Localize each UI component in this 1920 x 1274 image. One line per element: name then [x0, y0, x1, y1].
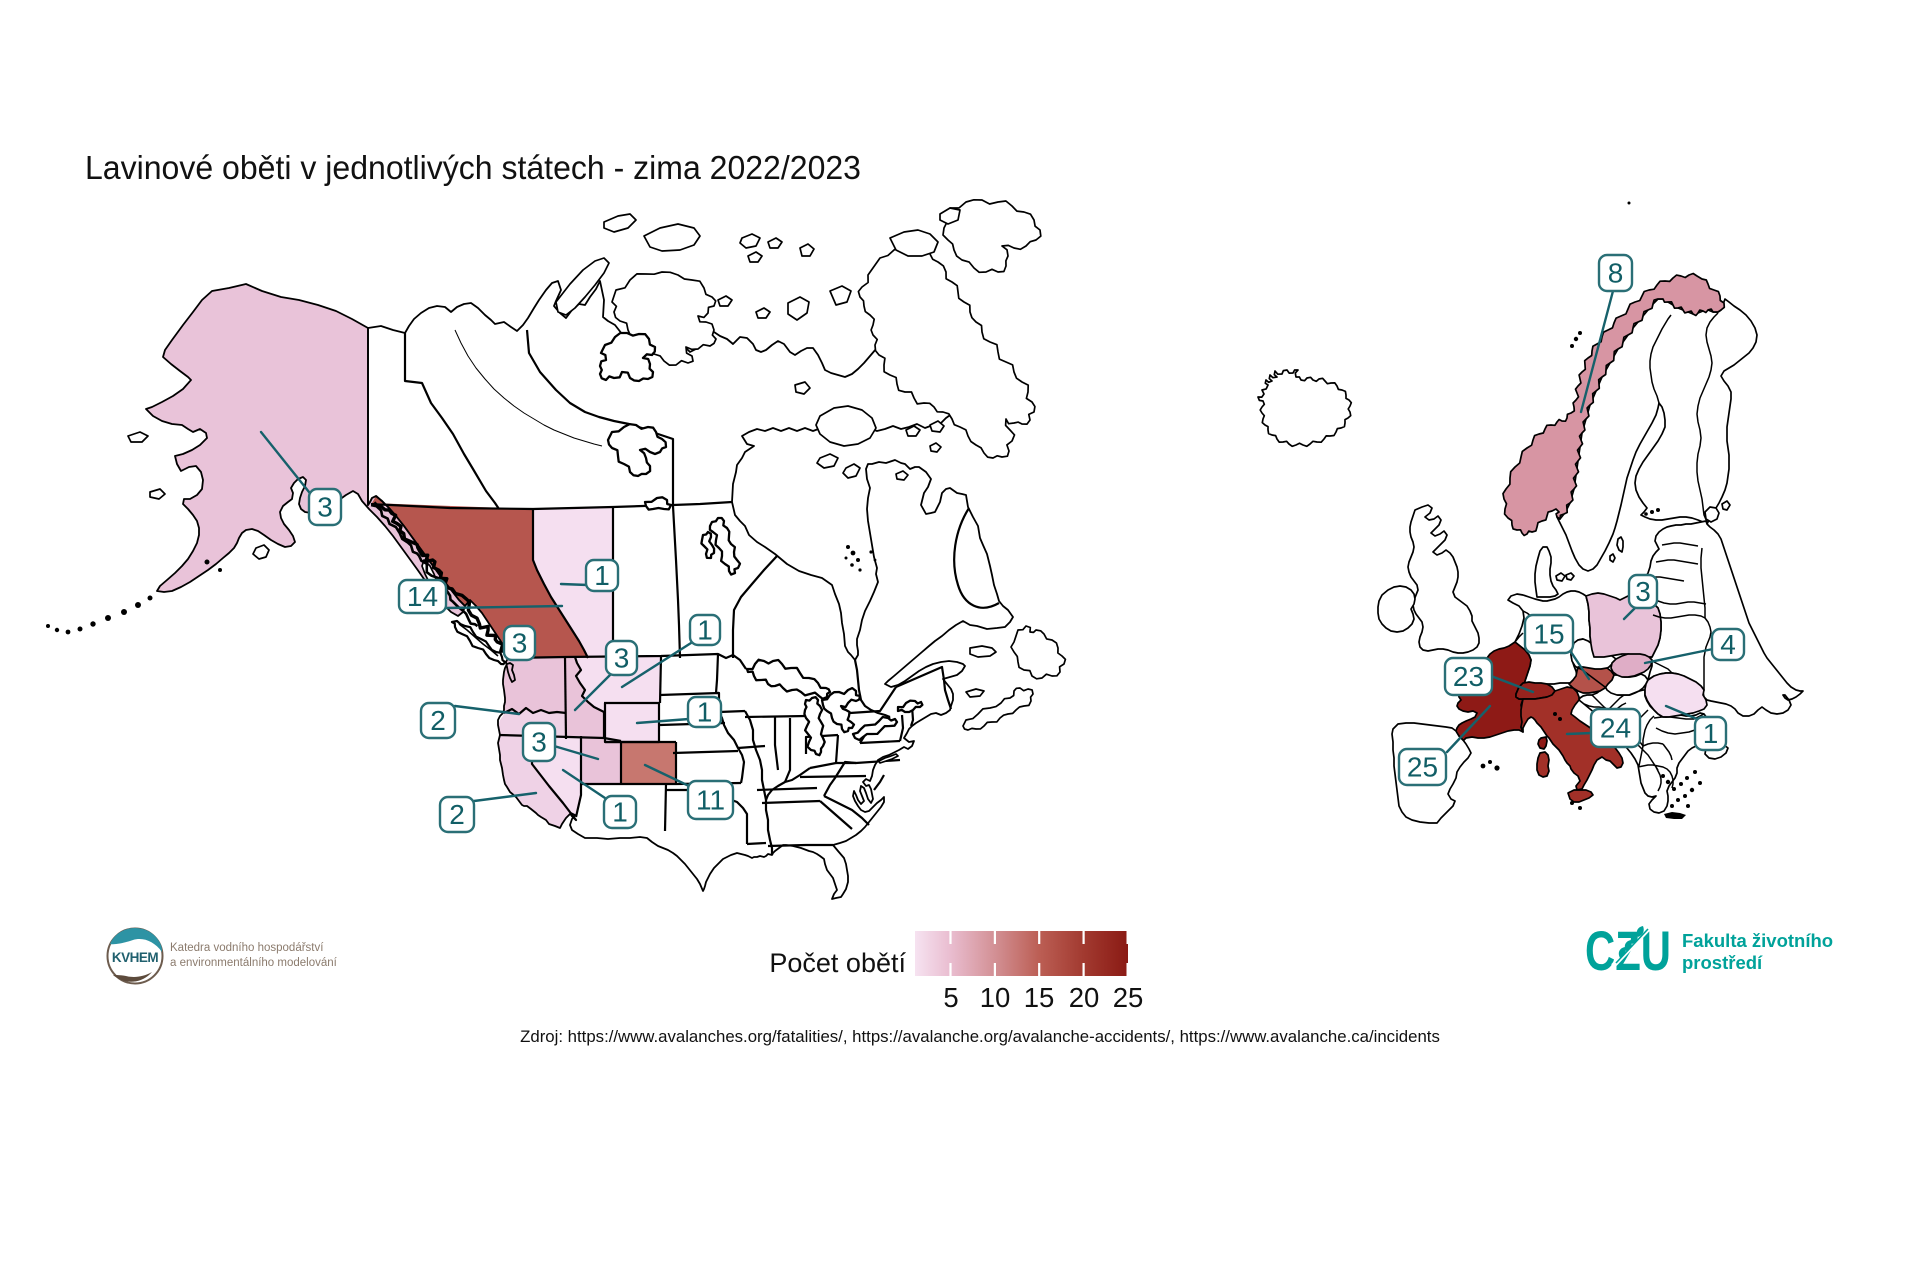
svg-text:25: 25	[1113, 982, 1144, 1013]
svg-text:Zdroj: https://www.avalanches.: Zdroj: https://www.avalanches.org/fatali…	[520, 1027, 1440, 1046]
svg-text:3: 3	[512, 628, 528, 659]
svg-text:Počet obětí: Počet obětí	[769, 948, 906, 978]
svg-text:a environmentálního modelování: a environmentálního modelování	[170, 957, 338, 969]
svg-text:Fakulta životního: Fakulta životního	[1682, 930, 1833, 951]
svg-text:4: 4	[1720, 629, 1736, 660]
svg-text:15: 15	[1024, 982, 1055, 1013]
svg-text:24: 24	[1600, 713, 1631, 744]
svg-text:8: 8	[1608, 258, 1624, 289]
svg-text:prostředí: prostředí	[1682, 952, 1763, 973]
svg-text:14: 14	[407, 581, 438, 612]
svg-text:15: 15	[1533, 619, 1564, 650]
svg-text:5: 5	[943, 982, 958, 1013]
svg-text:2: 2	[430, 705, 446, 736]
svg-text:3: 3	[531, 727, 547, 758]
svg-text:1: 1	[697, 615, 713, 646]
svg-text:KVHEM: KVHEM	[112, 950, 159, 965]
svg-text:Katedra vodního hospodářství: Katedra vodního hospodářství	[170, 942, 324, 954]
svg-text:10: 10	[980, 982, 1011, 1013]
svg-text:1: 1	[697, 697, 713, 728]
svg-text:11: 11	[696, 785, 725, 816]
svg-text:3: 3	[614, 643, 630, 674]
svg-text:25: 25	[1407, 752, 1438, 783]
svg-text:1: 1	[1703, 718, 1719, 749]
svg-text:1: 1	[612, 797, 628, 828]
svg-text:23: 23	[1453, 661, 1484, 692]
svg-text:Lavinové oběti v jednotlivých: Lavinové oběti v jednotlivých státech - …	[85, 149, 861, 186]
svg-text:3: 3	[1635, 576, 1651, 607]
svg-text:1: 1	[594, 560, 610, 591]
svg-text:2: 2	[449, 799, 465, 830]
svg-text:20: 20	[1069, 982, 1100, 1013]
svg-text:3: 3	[317, 492, 333, 523]
